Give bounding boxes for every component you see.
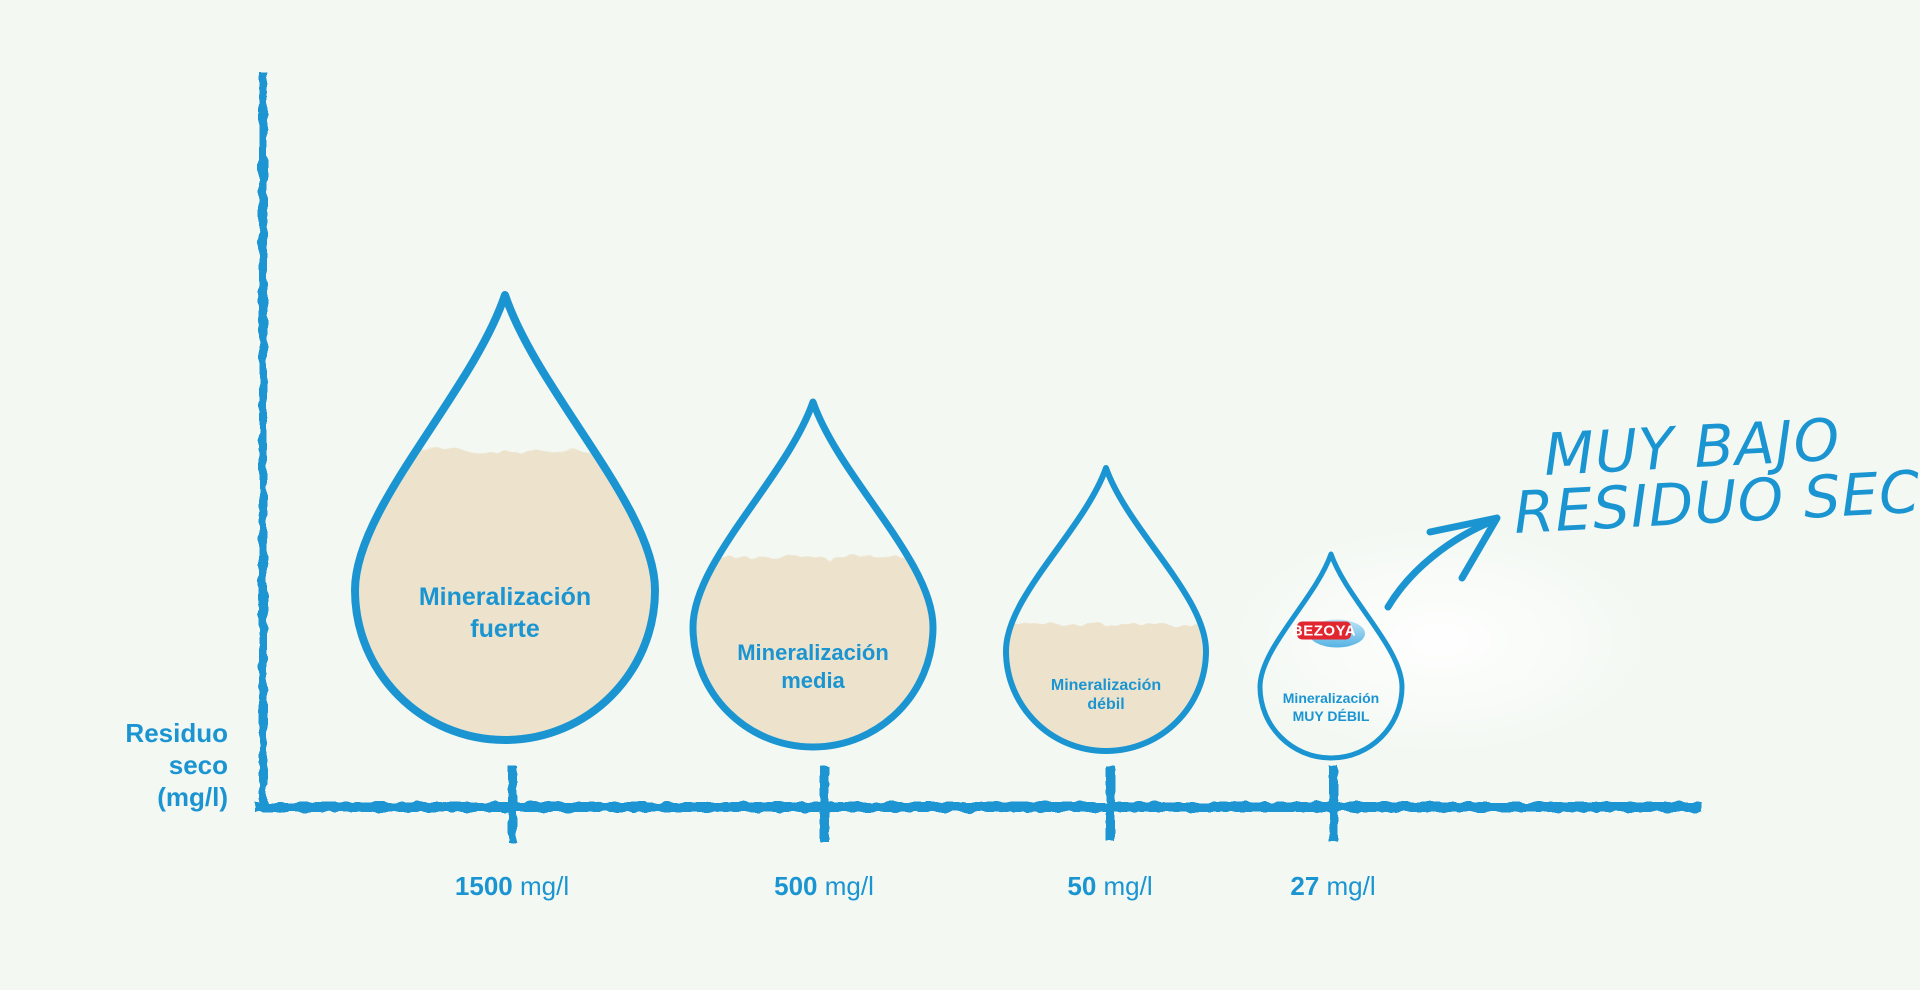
drop-label-line: MUY DÉBIL bbox=[1293, 708, 1370, 724]
drop-4: Mineralización MUY DÉBIL BEZOYA bbox=[1257, 551, 1405, 761]
drop-label-line: Mineralización bbox=[1283, 690, 1379, 706]
x-tick-label: 27 mg/l bbox=[1290, 871, 1375, 901]
drop-outline bbox=[689, 398, 937, 751]
drop-label-line: Mineralización bbox=[737, 640, 889, 665]
x-axis bbox=[255, 802, 1702, 812]
axes bbox=[255, 72, 1702, 812]
x-tick bbox=[1329, 766, 1338, 842]
y-axis bbox=[259, 72, 267, 810]
callout-arrow-head bbox=[1426, 514, 1501, 582]
drop-outline bbox=[351, 291, 659, 744]
drop-1: Mineralización fuerte bbox=[351, 291, 659, 744]
y-axis-label-line-1: Residuo bbox=[125, 718, 228, 748]
callout: MUY BAJO RESIDUO SECO bbox=[1384, 406, 1920, 611]
drop-label-line: media bbox=[781, 668, 845, 693]
drop-label-line: Mineralización bbox=[419, 583, 591, 611]
drop-label: Mineralización media bbox=[737, 640, 889, 693]
x-tick-label: 50 mg/l bbox=[1067, 871, 1152, 901]
drop-label: Mineralización débil bbox=[1051, 677, 1161, 713]
y-axis-label-line-3: (mg/l) bbox=[157, 782, 228, 812]
x-tick bbox=[820, 766, 829, 842]
drop-outline bbox=[1257, 551, 1405, 761]
callout-line-1: MUY BAJO bbox=[1542, 406, 1842, 489]
bezoya-logo: BEZOYA bbox=[1292, 619, 1365, 648]
drop-label-line: fuerte bbox=[470, 615, 540, 643]
bezoya-logo-text: BEZOYA bbox=[1292, 623, 1356, 640]
x-tick-label: 1500 mg/l bbox=[455, 871, 569, 901]
drop-label-line: Mineralización bbox=[1051, 677, 1161, 694]
x-ticks: 1500 mg/l 500 mg/l 50 mg/l 27 mg/l bbox=[455, 766, 1376, 901]
callout-arrow bbox=[1384, 516, 1499, 611]
drop-label-line: débil bbox=[1087, 696, 1124, 713]
y-axis-label: Residuo seco (mg/l) bbox=[125, 718, 228, 812]
x-tick bbox=[1106, 766, 1115, 842]
drop-label: Mineralización MUY DÉBIL bbox=[1283, 690, 1379, 724]
drop-2: Mineralización media bbox=[689, 398, 937, 751]
background-glow bbox=[1220, 520, 1660, 760]
y-axis-label-line-2: seco bbox=[169, 750, 228, 780]
drop-label: Mineralización fuerte bbox=[419, 583, 591, 643]
drop-outline bbox=[1003, 465, 1209, 754]
x-tick-label: 500 mg/l bbox=[774, 871, 874, 901]
drop-sediment bbox=[355, 450, 655, 740]
x-tick bbox=[508, 766, 517, 842]
